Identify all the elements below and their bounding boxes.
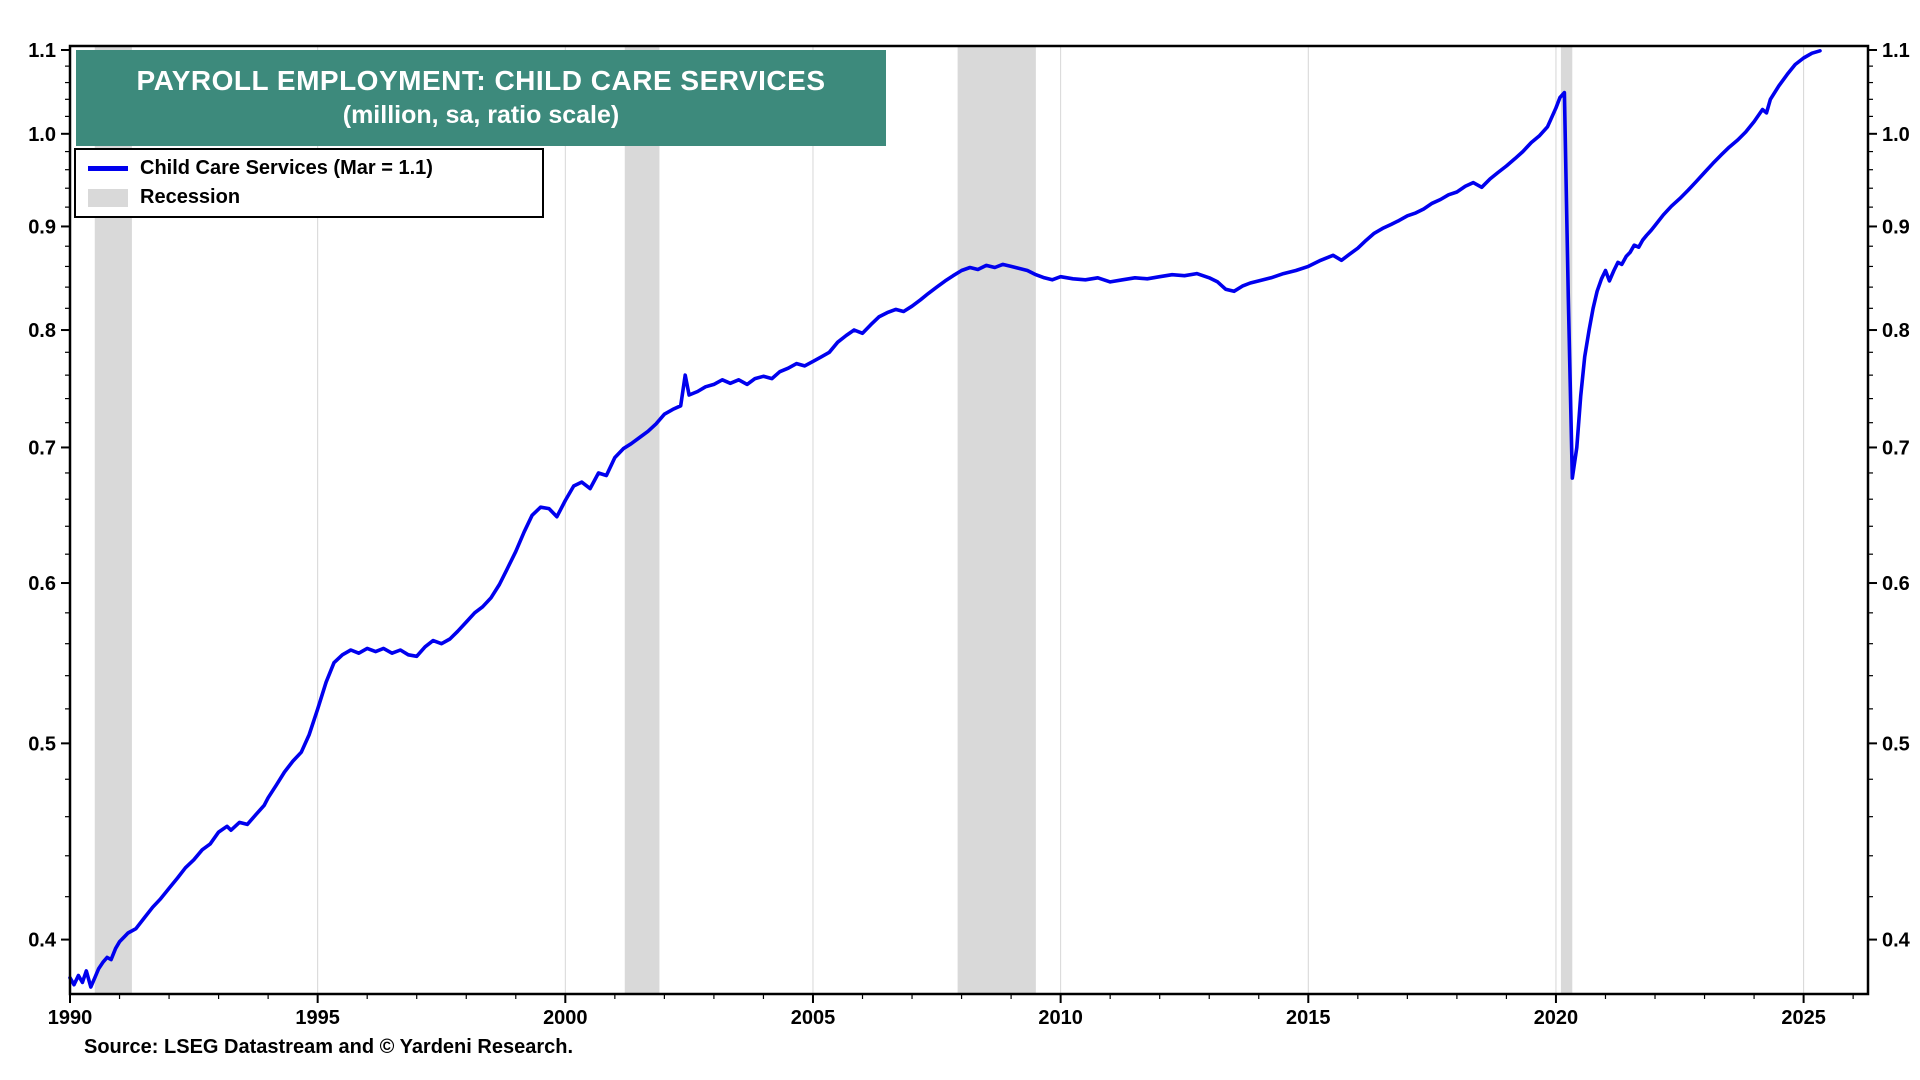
y-axis-label-left: 0.7 (28, 437, 56, 459)
recession-band (1560, 46, 1573, 994)
x-axis-label: 2025 (1781, 1007, 1826, 1029)
x-axis-label: 2010 (1038, 1007, 1083, 1029)
y-axis-label-left: 1.0 (28, 124, 56, 146)
recession-band (957, 46, 1036, 994)
legend: Child Care Services (Mar = 1.1) Recessio… (74, 148, 544, 218)
y-axis-label-right: 0.5 (1882, 733, 1910, 755)
y-axis-label-right: 0.8 (1882, 320, 1910, 342)
y-axis-label-right: 0.7 (1882, 437, 1910, 459)
y-axis-label-left: 1.1 (28, 40, 56, 62)
plot-frame (68, 44, 1870, 996)
x-axis-label: 2005 (791, 1007, 836, 1029)
y-axis-label-right: 0.9 (1882, 216, 1910, 238)
x-axis-label: 1995 (295, 1007, 340, 1029)
y-axis-label-right: 0.4 (1882, 930, 1911, 952)
data-line (68, 49, 1822, 989)
x-axis-label: 2015 (1286, 1007, 1331, 1029)
legend-recession-label: Recession (140, 186, 241, 208)
source-text: Source: LSEG Datastream and © Yardeni Re… (84, 1036, 574, 1058)
y-axis-label-right: 0.6 (1882, 573, 1910, 595)
legend-line-swatch (88, 166, 128, 171)
y-axis-label-left: 0.5 (28, 733, 56, 755)
legend-recession-swatch (88, 188, 128, 207)
x-axis-label: 1990 (48, 1007, 93, 1029)
y-axis-label-left: 0.4 (28, 930, 57, 952)
y-axis-label-right: 1.0 (1882, 124, 1910, 146)
legend-series-label: Child Care Services (Mar = 1.1) (140, 157, 433, 179)
y-axis-label-left: 0.9 (28, 216, 56, 238)
legend-item-recession: Recession (88, 186, 530, 209)
x-axis-label: 2000 (543, 1007, 588, 1029)
legend-item-series: Child Care Services (Mar = 1.1) (88, 157, 530, 180)
recession-band (624, 46, 660, 994)
chart-subtitle: (million, sa, ratio scale) (342, 100, 620, 129)
x-axis-label: 2020 (1534, 1007, 1579, 1029)
y-axis-label-left: 0.8 (28, 320, 56, 342)
y-axis-label-left: 0.6 (28, 573, 56, 595)
chart-title-box: PAYROLL EMPLOYMENT: CHILD CARE SERVICES … (76, 50, 886, 146)
y-axis-label-right: 1.1 (1882, 40, 1910, 62)
chart-title: PAYROLL EMPLOYMENT: CHILD CARE SERVICES (136, 64, 826, 96)
